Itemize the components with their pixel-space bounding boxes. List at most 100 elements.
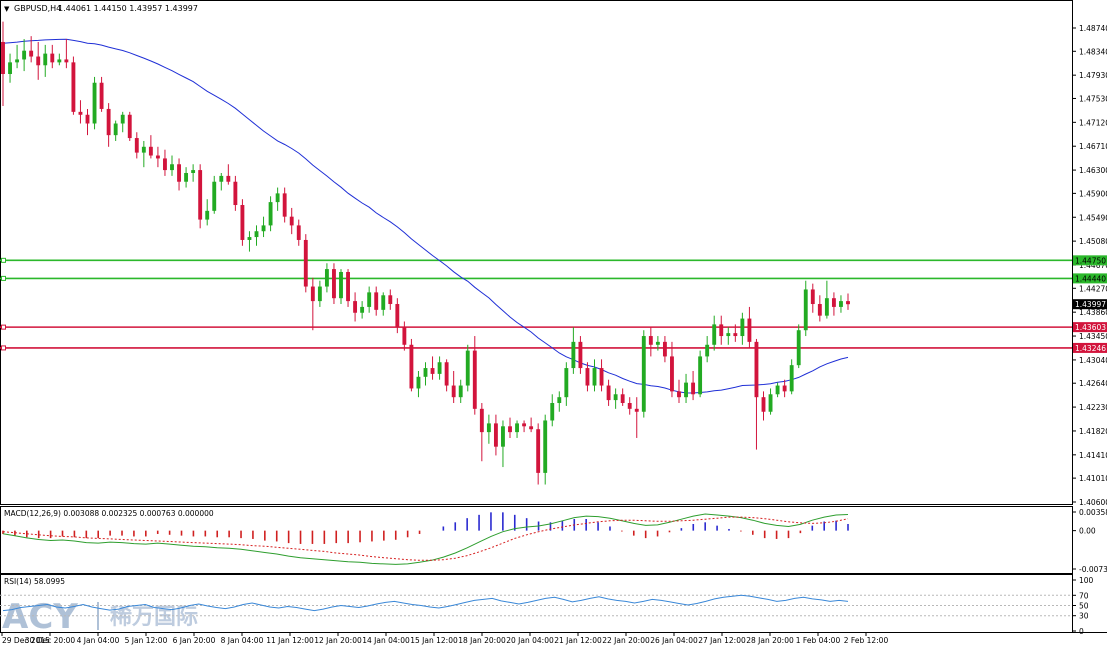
- candle-body: [747, 319, 751, 342]
- candle-body: [269, 202, 273, 225]
- candle-body: [635, 409, 639, 412]
- candle-body: [628, 403, 632, 409]
- candle-body: [135, 138, 139, 153]
- rsi-tick-label: 70: [1079, 591, 1089, 600]
- candle-body: [346, 272, 350, 301]
- candle-body: [473, 351, 477, 409]
- candle-body: [212, 182, 216, 211]
- candle-body: [22, 51, 26, 60]
- candle-body: [614, 394, 618, 400]
- time-tick-label: 11 Jan 12:00: [266, 636, 314, 645]
- candle-body: [311, 287, 315, 302]
- candle-body: [107, 109, 111, 135]
- candle-body: [684, 383, 688, 398]
- candle-body: [353, 301, 357, 313]
- macd-tick-label: 0.00: [1079, 527, 1096, 536]
- candle-body: [417, 377, 421, 389]
- candle-body: [783, 386, 787, 392]
- time-tick-label: 30 Dec 20:00: [25, 636, 76, 645]
- candle-body: [543, 420, 547, 472]
- candle-body: [740, 319, 744, 336]
- candle-body: [790, 365, 794, 391]
- candle-body: [15, 59, 19, 62]
- price-tick-label: 1.43450: [1079, 332, 1107, 341]
- candle-body: [600, 368, 604, 385]
- time-tick-label: 6 Jan 20:00: [173, 636, 216, 645]
- candle-body: [769, 394, 773, 411]
- price-tick-label: 1.45080: [1079, 237, 1107, 246]
- candle-body: [438, 362, 442, 374]
- candle-body: [248, 237, 252, 240]
- rsi-tick-label: 100: [1079, 576, 1094, 585]
- candle-body: [832, 298, 836, 307]
- level-handle: [2, 258, 6, 262]
- candle-body: [804, 289, 808, 330]
- candle-body: [818, 304, 822, 316]
- candle-body: [487, 423, 491, 432]
- candle-body: [114, 123, 118, 135]
- price-tick-label: 1.41010: [1079, 474, 1107, 483]
- price-tick-label: 1.47120: [1079, 118, 1107, 127]
- price-tick-label: 1.45900: [1079, 189, 1107, 198]
- rsi-header: RSI(14) 58.0995: [4, 577, 65, 586]
- price-tick-label: 1.41820: [1079, 427, 1107, 436]
- macd-header: MACD(12,26,9) 0.003088 0.002325 0.000763…: [4, 509, 214, 518]
- candle-body: [381, 295, 385, 310]
- candle-body: [424, 368, 428, 377]
- candle-body: [536, 429, 540, 473]
- level-handle: [2, 325, 6, 329]
- dropdown-arrow-icon[interactable]: ▼: [4, 5, 10, 13]
- candle-body: [86, 115, 90, 124]
- candle-body: [656, 342, 660, 345]
- candle-body: [50, 54, 54, 63]
- candle-body: [529, 426, 533, 429]
- rsi-tick-label: 50: [1079, 602, 1089, 611]
- level-handle: [2, 346, 6, 350]
- candle-body: [57, 59, 61, 62]
- candle-body: [100, 83, 104, 109]
- candle-body: [79, 112, 83, 115]
- time-tick-label: 27 Jan 12:00: [698, 636, 746, 645]
- candle-body: [776, 386, 780, 395]
- candle-body: [184, 173, 188, 182]
- main-pane: [1, 1, 1073, 505]
- candle-body: [262, 225, 266, 231]
- price-badge-label: 1.44440: [1075, 274, 1106, 283]
- candle-body: [698, 356, 702, 394]
- candle-body: [811, 289, 815, 304]
- candle-body: [480, 409, 484, 432]
- candle-body: [755, 342, 759, 397]
- candle-body: [522, 423, 526, 426]
- price-badge-label: 1.43603: [1075, 323, 1106, 332]
- time-tick-label: 14 Jan 04:00: [362, 636, 410, 645]
- price-tick-label: 1.46300: [1079, 166, 1107, 175]
- candle-body: [339, 272, 343, 298]
- candle-body: [550, 403, 554, 420]
- rsi-tick-label: 30: [1079, 612, 1089, 621]
- candle-body: [839, 301, 843, 307]
- candle-body: [332, 269, 336, 298]
- candle-body: [445, 362, 449, 385]
- candle-body: [93, 83, 97, 124]
- candle-body: [621, 394, 625, 403]
- candle-body: [564, 368, 568, 397]
- macd-tick-label: 0.003586: [1079, 508, 1107, 517]
- candle-body: [36, 57, 40, 66]
- symbol-label: GBPUSD,H4: [14, 4, 61, 13]
- candle-body: [128, 115, 132, 138]
- candle-body: [557, 397, 561, 403]
- candle-body: [142, 147, 146, 153]
- candle-body: [705, 345, 709, 357]
- candle-body: [170, 164, 174, 170]
- candle-body: [409, 345, 413, 389]
- candle-body: [649, 336, 653, 345]
- candle-body: [677, 391, 681, 397]
- candle-body: [318, 287, 322, 302]
- candle-body: [163, 158, 167, 170]
- time-tick-label: 22 Jan 20:00: [602, 636, 650, 645]
- level-handle: [2, 276, 6, 280]
- candle-body: [663, 342, 667, 357]
- time-tick-label: 20 Jan 04:00: [506, 636, 554, 645]
